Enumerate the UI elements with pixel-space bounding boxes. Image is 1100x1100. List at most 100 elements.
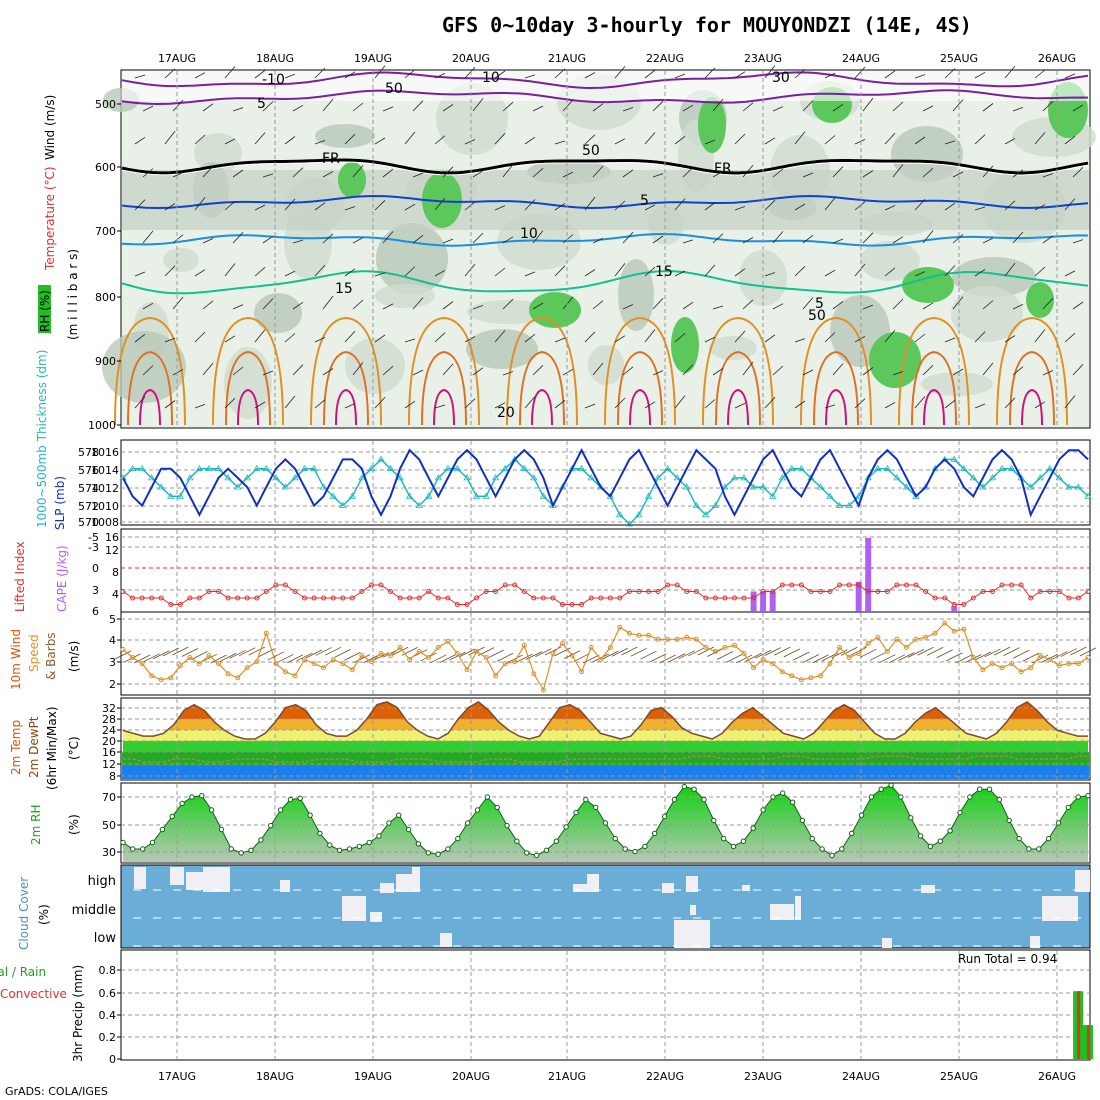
thickness-point — [1065, 483, 1073, 490]
wind10m-barb — [191, 651, 208, 660]
rh2m-point — [376, 833, 382, 839]
wind-barb — [802, 100, 814, 112]
wind-barb — [622, 169, 634, 178]
wind-barb — [584, 269, 596, 277]
lifted-index-point — [321, 595, 327, 601]
wind-barb — [592, 300, 604, 310]
thickness-axis-label: 1000~500mb Thickness (dm) — [35, 350, 49, 528]
wind10m-point — [502, 661, 508, 667]
wind-barb — [652, 173, 664, 178]
rh-patch-28 — [921, 372, 993, 396]
wind-barb — [982, 103, 994, 112]
wind-barb — [494, 402, 506, 409]
wind-barb — [194, 197, 206, 211]
wind-barb — [562, 296, 574, 310]
lifted-index-point — [942, 595, 948, 601]
wind-barb — [734, 71, 746, 79]
lifted-index-point — [540, 595, 546, 601]
wind-barb — [532, 365, 544, 376]
wind10m-point — [856, 651, 862, 656]
wind-barb — [562, 234, 574, 244]
wind10m-point — [932, 630, 938, 636]
thickness-point — [319, 483, 328, 490]
cloud-block-4 — [280, 880, 290, 892]
wind10m-barb — [812, 654, 829, 664]
wind10m-point — [569, 653, 575, 658]
thickness-point — [797, 464, 806, 472]
lifted-index-point — [244, 595, 250, 601]
rh2m-point — [130, 846, 136, 852]
wind-barb — [352, 237, 364, 244]
wind10m-point — [674, 636, 680, 642]
wind10m-barb — [974, 651, 992, 661]
lifted-index-point — [970, 595, 976, 601]
lifted-index-point — [932, 595, 938, 601]
wind-barb — [284, 73, 296, 79]
thickness-point — [940, 455, 949, 462]
thickness-point — [444, 464, 452, 472]
wind10m-point — [827, 661, 833, 667]
wind-barb — [682, 167, 694, 178]
rh2m-point — [829, 852, 835, 859]
rh2m-point — [405, 826, 412, 833]
cloud-block-15 — [674, 920, 710, 948]
rh2m-point — [849, 830, 855, 837]
date-label-bottom-20AUG: 20AUG — [452, 1070, 490, 1083]
wind-barb — [442, 301, 454, 310]
rh2m-point — [967, 794, 973, 800]
wind-barb — [194, 134, 206, 145]
cape-tick-4: 4 — [112, 588, 119, 601]
wind-barb — [764, 396, 776, 409]
rh-patch-9 — [952, 257, 1036, 297]
wind-barb — [434, 404, 446, 409]
rh2m-point — [661, 813, 668, 820]
wind-barb — [622, 366, 634, 376]
thickness-point — [663, 464, 672, 472]
wind10m-point — [254, 659, 260, 665]
wind-barb — [764, 199, 776, 211]
wind-barb — [382, 303, 394, 310]
wind10m-barb — [697, 646, 715, 656]
temp2m-unit: (°C) — [67, 736, 81, 760]
wind-barb — [952, 171, 964, 178]
wind-barb — [682, 239, 694, 244]
thickness-series — [119, 448, 1092, 527]
wind-barb — [292, 167, 304, 178]
lifted-tick-3: 3 — [92, 584, 99, 597]
wind-barb — [704, 139, 716, 145]
dewpoint2m-line — [123, 755, 1088, 763]
wind-barb — [974, 269, 986, 277]
wind10m-point — [330, 657, 336, 663]
thickness-point — [491, 474, 500, 481]
wind-barb — [292, 302, 304, 310]
wind-barb — [982, 362, 994, 376]
rh2m-point — [504, 822, 510, 829]
wind10m-barb — [946, 652, 963, 662]
thickness-tick-576: 576 — [78, 464, 99, 477]
lifted-index-point — [980, 589, 986, 594]
wind10m-point — [483, 655, 489, 660]
lifted-index-point — [196, 595, 202, 601]
wind-barb — [134, 199, 146, 211]
wind-barb — [824, 197, 836, 211]
wind-barb — [232, 304, 244, 310]
lifted-index-point — [1047, 589, 1053, 594]
contour-20-loop-1 — [212, 316, 284, 426]
wind-barb — [592, 362, 604, 376]
rh2m-point — [858, 812, 865, 818]
rh-patch-3 — [376, 223, 448, 295]
wind-barb — [434, 135, 446, 145]
wind-barb — [922, 302, 934, 310]
contour-20-loop-8 — [898, 316, 970, 426]
wind10m-barb — [659, 654, 676, 664]
thickness-point — [405, 492, 414, 499]
wind-barb — [464, 263, 476, 277]
rh2m-point — [1016, 835, 1022, 842]
lifted-index-point — [741, 595, 747, 601]
rh2m-point — [750, 825, 756, 831]
rh2m-point — [671, 796, 678, 803]
contour-label-12: 50 — [808, 308, 826, 324]
upper-gridlines — [176, 71, 1058, 427]
